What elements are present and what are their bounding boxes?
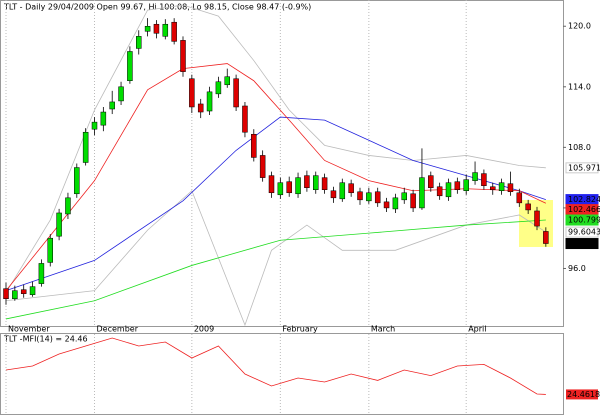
end-label-box xyxy=(565,162,599,174)
candle-body xyxy=(82,131,89,163)
candle-body xyxy=(189,78,195,108)
end-label-box xyxy=(565,214,599,226)
candle-body xyxy=(47,237,53,263)
candle-body xyxy=(392,197,399,210)
candle-body xyxy=(242,105,248,133)
candle-body xyxy=(410,193,416,209)
candle-body xyxy=(259,155,266,178)
candle-body xyxy=(428,175,434,188)
x-tick-label: February xyxy=(282,325,318,334)
candle-body xyxy=(277,182,284,196)
main-panel xyxy=(0,0,564,327)
candle-body xyxy=(286,181,292,194)
x-tick-label: March xyxy=(371,325,395,334)
candle-body xyxy=(3,288,9,299)
candle-body xyxy=(472,172,478,181)
x-tick-label: April xyxy=(468,325,486,334)
y-tick-label: 96.0 xyxy=(568,264,586,273)
candle-body xyxy=(357,191,363,201)
candle-body xyxy=(525,203,531,211)
mfi-indicator: MFI(14) = 24.46 xyxy=(23,335,88,344)
y-tick-label: 120.0 xyxy=(568,22,591,31)
candle-body xyxy=(20,289,27,294)
end-label: 98.47 xyxy=(568,239,591,248)
end-label: 102.824 xyxy=(568,195,600,204)
candle-body xyxy=(401,192,407,201)
end-label-box xyxy=(565,226,599,238)
mfi-label: 24.4618 xyxy=(567,390,600,399)
mfi-line xyxy=(5,337,546,395)
candle-body xyxy=(419,177,425,209)
candle-body xyxy=(100,111,107,126)
indicator-line xyxy=(5,190,547,327)
candle-body xyxy=(171,21,177,42)
candle-body xyxy=(454,181,461,190)
x-tick-label: 2009 xyxy=(194,325,214,334)
candle-body xyxy=(516,192,523,204)
candle-body xyxy=(330,190,337,199)
candle-body xyxy=(507,183,514,193)
candle-body xyxy=(12,290,18,299)
x-tick-label: November xyxy=(8,325,50,334)
candle-body xyxy=(109,101,115,110)
candle-body xyxy=(251,133,257,158)
candle-body xyxy=(313,175,319,190)
candle-body xyxy=(91,121,98,130)
candle-body xyxy=(348,183,354,194)
candle-body xyxy=(321,177,328,190)
candle-body xyxy=(224,76,230,86)
candle-body xyxy=(543,231,549,244)
candle-body xyxy=(162,23,169,37)
end-label: 105.971 xyxy=(568,163,600,172)
candle-body xyxy=(29,286,36,295)
candle-body xyxy=(295,177,301,195)
candle-body xyxy=(38,263,45,284)
candle-body xyxy=(206,91,213,112)
candle-body xyxy=(233,78,239,108)
candle-body xyxy=(180,40,186,72)
end-label-box xyxy=(565,238,599,250)
candle-body xyxy=(490,186,496,190)
candle-body xyxy=(118,86,124,102)
candle-body xyxy=(304,175,310,188)
candle-body xyxy=(153,23,160,34)
mfi-panel xyxy=(0,333,564,415)
indicator-line xyxy=(5,4,546,293)
candle-body xyxy=(383,201,390,209)
candle-body xyxy=(374,191,381,204)
y-tick-label: 114.0 xyxy=(568,82,591,91)
end-label: 100.799 xyxy=(568,216,600,225)
candle-body xyxy=(463,179,469,192)
candle-body xyxy=(74,167,80,195)
candle-body xyxy=(127,51,133,81)
candle-body xyxy=(534,210,540,227)
candle-body xyxy=(215,81,222,95)
candle-body xyxy=(366,192,372,202)
mfi-label-box xyxy=(566,389,598,400)
candle-body xyxy=(144,25,151,32)
end-label: 99.6043 xyxy=(568,228,600,237)
candle-body xyxy=(445,182,452,198)
candle-body xyxy=(436,186,443,197)
candle-body xyxy=(56,212,62,237)
y-tick-label: 108.0 xyxy=(568,143,591,152)
candle-body xyxy=(268,175,275,194)
candle-body xyxy=(339,182,346,200)
candle-body xyxy=(498,182,505,192)
candle-body xyxy=(197,103,204,113)
chart-title: TLT - Daily 29/04/2009 Open 99.67, Hi 10… xyxy=(3,3,311,12)
candle-body xyxy=(136,36,142,49)
x-tick-label: December xyxy=(97,325,139,334)
end-label: 102.466 xyxy=(568,205,600,214)
indicator-line xyxy=(5,219,546,320)
mfi-symbol: TLT - xyxy=(3,335,23,344)
candle-body xyxy=(481,173,487,186)
candle-body xyxy=(65,197,71,215)
